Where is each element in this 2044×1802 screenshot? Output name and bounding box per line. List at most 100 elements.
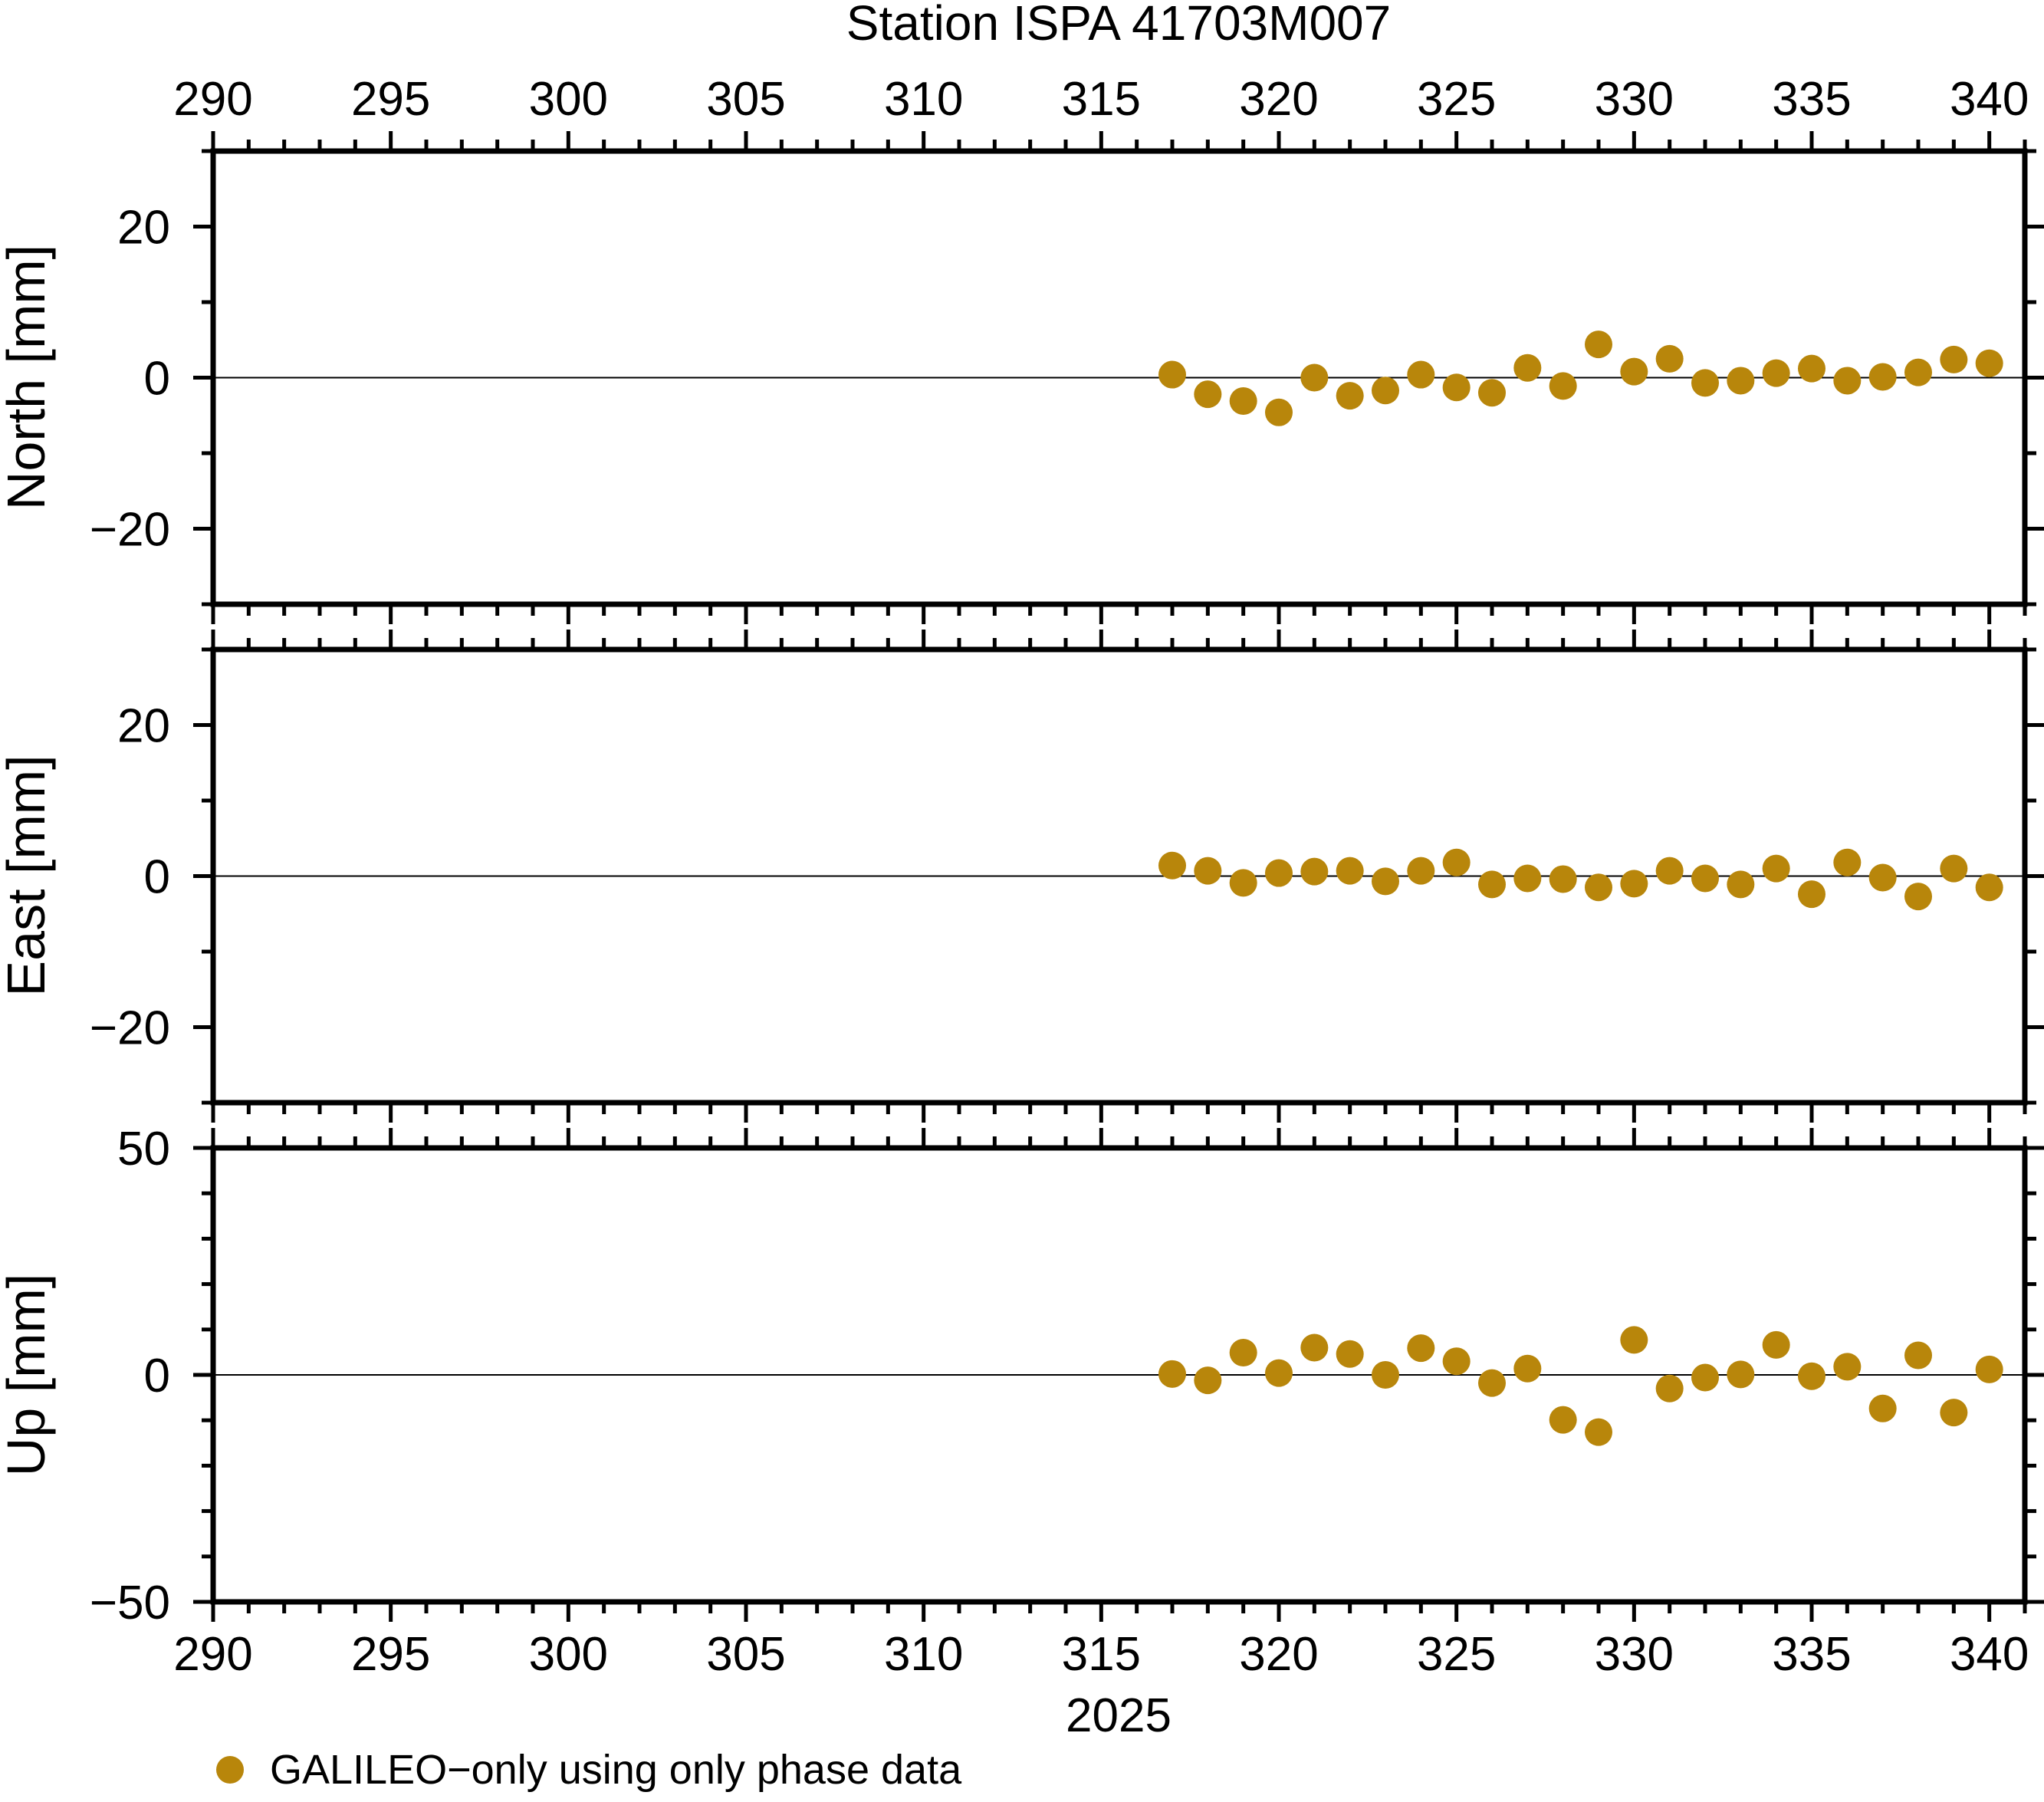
x-tick-label-bottom: 325 bbox=[1417, 1628, 1496, 1681]
data-point bbox=[1549, 372, 1577, 400]
data-point bbox=[1904, 1341, 1932, 1370]
y-tick-label: 20 bbox=[117, 700, 170, 753]
y-tick-label: 20 bbox=[117, 202, 170, 255]
data-point bbox=[1549, 1406, 1577, 1434]
x-tick-label-bottom: 315 bbox=[1062, 1628, 1141, 1681]
data-point bbox=[1585, 873, 1612, 902]
x-tick-label-bottom: 340 bbox=[1950, 1628, 2029, 1681]
data-point bbox=[1300, 1333, 1329, 1362]
data-point bbox=[1194, 857, 1222, 885]
data-point bbox=[1513, 353, 1542, 382]
data-point bbox=[1940, 854, 1968, 883]
x-tick-label-top: 305 bbox=[706, 73, 785, 126]
data-point bbox=[1513, 1354, 1542, 1383]
data-point bbox=[1478, 1369, 1506, 1397]
data-point bbox=[1194, 1366, 1222, 1395]
legend: GALILEO−only using only phase data bbox=[216, 1747, 962, 1793]
data-point bbox=[1940, 345, 1968, 373]
data-point bbox=[1691, 369, 1719, 397]
data-point bbox=[1655, 344, 1684, 373]
data-point bbox=[1442, 373, 1471, 402]
panel-frame bbox=[210, 646, 2028, 1106]
data-point bbox=[1336, 1340, 1364, 1368]
data-point bbox=[1194, 380, 1222, 409]
panel-frame bbox=[210, 148, 2028, 607]
data-point bbox=[1655, 1374, 1684, 1402]
data-point bbox=[1549, 865, 1577, 893]
y-tick-label: 50 bbox=[117, 1123, 170, 1176]
x-tick-label-top: 295 bbox=[351, 73, 430, 126]
data-point bbox=[1513, 864, 1542, 893]
data-point bbox=[1727, 367, 1755, 395]
data-point bbox=[1975, 349, 2003, 377]
x-tick-label-top: 315 bbox=[1062, 73, 1141, 126]
x-tick-label-top: 290 bbox=[173, 73, 252, 126]
data-point bbox=[1158, 1360, 1186, 1388]
data-point bbox=[1833, 848, 1862, 876]
data-point bbox=[1442, 1347, 1471, 1376]
y-tick-label: −20 bbox=[90, 1002, 170, 1055]
data-point bbox=[1372, 1361, 1399, 1389]
data-point bbox=[1478, 870, 1506, 899]
data-point bbox=[1585, 1418, 1612, 1446]
data-point bbox=[1798, 354, 1825, 383]
x-tick-label-bottom: 295 bbox=[351, 1628, 430, 1681]
y-tick-label: −50 bbox=[90, 1577, 170, 1629]
data-point bbox=[1833, 1353, 1862, 1381]
data-point bbox=[1940, 1399, 1968, 1427]
data-point bbox=[1372, 377, 1399, 405]
data-point bbox=[1868, 1394, 1897, 1422]
x-tick-label-top: 310 bbox=[884, 73, 963, 126]
data-point bbox=[1975, 1355, 2003, 1383]
legend-label: GALILEO−only using only phase data bbox=[270, 1747, 962, 1793]
x-tick-label-top: 330 bbox=[1595, 73, 1674, 126]
data-point bbox=[1655, 857, 1684, 885]
data-point bbox=[1300, 363, 1329, 392]
data-point bbox=[1833, 367, 1862, 395]
data-point bbox=[1229, 1338, 1257, 1366]
data-point bbox=[1265, 1359, 1293, 1387]
data-point bbox=[1229, 387, 1257, 416]
x-tick-label-bottom: 290 bbox=[173, 1628, 252, 1681]
data-point bbox=[1727, 1360, 1755, 1389]
x-tick-label-bottom: 300 bbox=[529, 1628, 608, 1681]
data-point bbox=[1585, 330, 1612, 359]
data-point bbox=[1762, 854, 1790, 883]
data-point bbox=[1158, 851, 1186, 880]
data-point bbox=[1265, 859, 1293, 887]
data-point bbox=[1229, 869, 1257, 897]
x-tick-label-bottom: 310 bbox=[884, 1628, 963, 1681]
data-point bbox=[1300, 857, 1329, 886]
data-point bbox=[1691, 1363, 1719, 1392]
data-point bbox=[1904, 358, 1932, 386]
data-point bbox=[1620, 1326, 1648, 1354]
data-point bbox=[1442, 848, 1471, 876]
chart-title: Station ISPA 41703M007 bbox=[846, 0, 1391, 51]
data-point bbox=[1798, 880, 1825, 909]
y-axis-label-north: North [mm] bbox=[0, 245, 56, 510]
x-tick-label-top: 325 bbox=[1417, 73, 1496, 126]
data-point bbox=[1158, 360, 1186, 389]
y-axis-label-east: East [mm] bbox=[0, 755, 56, 996]
x-tick-label-bottom: 330 bbox=[1595, 1628, 1674, 1681]
data-point bbox=[1372, 867, 1399, 896]
y-axis-label-up: Up [mm] bbox=[0, 1274, 56, 1476]
data-point bbox=[1407, 1334, 1435, 1363]
x-tick-label-top: 320 bbox=[1239, 73, 1318, 126]
data-point bbox=[1265, 398, 1293, 426]
x-tick-label-top: 300 bbox=[529, 73, 608, 126]
data-point bbox=[1407, 360, 1435, 389]
data-point bbox=[1407, 857, 1435, 885]
legend-marker-icon bbox=[216, 1756, 244, 1784]
x-tick-label-bottom: 335 bbox=[1772, 1628, 1851, 1681]
data-point bbox=[1868, 363, 1897, 391]
x-tick-label-top: 340 bbox=[1950, 73, 2029, 126]
data-point bbox=[1762, 1330, 1790, 1359]
data-point bbox=[1868, 863, 1897, 892]
x-tick-label-bottom: 320 bbox=[1239, 1628, 1318, 1681]
x-tick-label-top: 335 bbox=[1772, 73, 1851, 126]
x-tick-label-bottom: 305 bbox=[706, 1628, 785, 1681]
panel-frame bbox=[210, 1145, 2028, 1605]
